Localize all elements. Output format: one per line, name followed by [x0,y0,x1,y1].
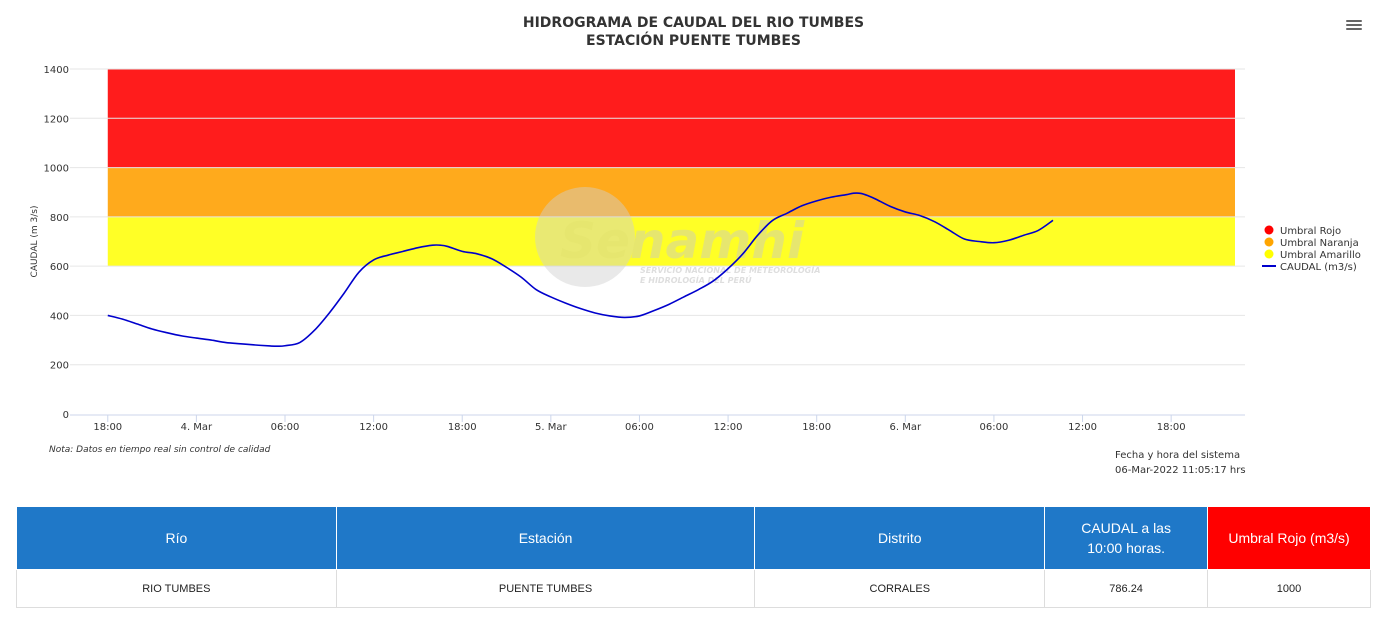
watermark-sun-icon [535,187,635,287]
x-tick-label: 6. Mar [890,422,922,433]
header-estacion: Estación [335,506,756,570]
y-tick-label: 1000 [44,164,69,175]
y-tick-label: 0 [63,410,69,421]
x-tick-label: 4. Mar [181,422,213,433]
x-tick-label: 06:00 [271,422,300,433]
x-tick-label: 5. Mar [535,422,567,433]
band-umbral-naranja [107,167,1235,217]
watermark-brand: Senamhi [560,212,805,270]
y-tick-label: 600 [50,262,69,273]
y-tick-label: 1200 [44,114,69,125]
x-tick-label: 18:00 [802,422,831,433]
system-time-value: 06-Mar-2022 11:05:17 hrs [1115,465,1246,476]
legend-item-label: Umbral Amarillo [1280,250,1361,261]
station-info-table: Río Estación Distrito CAUDAL a las 10:00… [16,506,1371,608]
legend-item-label: Umbral Naranja [1280,238,1359,249]
chart-subtitle: ESTACIÓN PUENTE TUMBES [586,33,801,49]
header-distrito: Distrito [754,506,1046,570]
y-tick-label: 400 [50,311,69,322]
legend-marker [1264,225,1274,235]
x-tick-label: 12:00 [359,422,388,433]
x-tick-label: 18:00 [1157,422,1186,433]
header-caudal: CAUDAL a las 10:00 horas. [1044,506,1209,570]
legend-item-label: Umbral Rojo [1280,226,1341,237]
watermark-line-2: E HIDROLOGÍA DEL PERÚ [640,274,752,285]
cell-estacion: PUENTE TUMBES [335,569,756,608]
x-tick-label: 12:00 [1068,422,1097,433]
watermark-line-1: SERVICIO NACIONAL DE METEOROLOGÍA [640,264,820,275]
data-quality-note: Nota: Datos en tiempo real sin control d… [49,445,271,455]
cell-umbral: 1000 [1207,569,1371,608]
legend-marker [1264,249,1274,259]
y-tick-label: 200 [50,361,69,372]
cell-caudal: 786.24 [1044,569,1209,608]
x-tick-label: 18:00 [93,422,122,433]
x-tick-label: 18:00 [448,422,477,433]
system-time-label: Fecha y hora del sistema [1115,450,1241,461]
y-axis-title: CAUDAL (m 3/s) [30,206,40,278]
series-caudal-line [107,192,1054,348]
chart-title: HIDROGRAMA DE CAUDAL DEL RIO TUMBES [522,15,865,31]
x-tick-label: 06:00 [980,422,1009,433]
header-rio: Río [16,506,337,570]
cell-distrito: CORRALES [754,569,1046,608]
legend-item-label: CAUDAL (m3/s) [1280,262,1357,273]
header-caudal-line1: CAUDAL a las [1081,520,1171,536]
hamburger-menu-icon[interactable] [1344,18,1364,36]
x-tick-label: 06:00 [625,422,654,433]
y-tick-label: 1400 [44,65,69,76]
y-tick-label: 800 [50,213,69,224]
table-row: RIO TUMBES PUENTE TUMBES CORRALES 786.24… [16,569,1371,608]
header-caudal-line2: 10:00 horas. [1087,540,1166,556]
legend-marker [1264,237,1274,247]
table-header-row: Río Estación Distrito CAUDAL a las 10:00… [16,506,1371,570]
hydrograph-chart: 0 200 400 600 800 1000 1200 1400 SenamhiSERVICIO… [30,65,1361,433]
cell-rio: RIO TUMBES [16,569,337,608]
x-tick-label: 12:00 [714,422,743,433]
system-time: Fecha y hora del sistema 06-Mar-2022 11:… [1115,448,1246,478]
header-umbral-rojo: Umbral Rojo (m3/s) [1207,506,1371,570]
